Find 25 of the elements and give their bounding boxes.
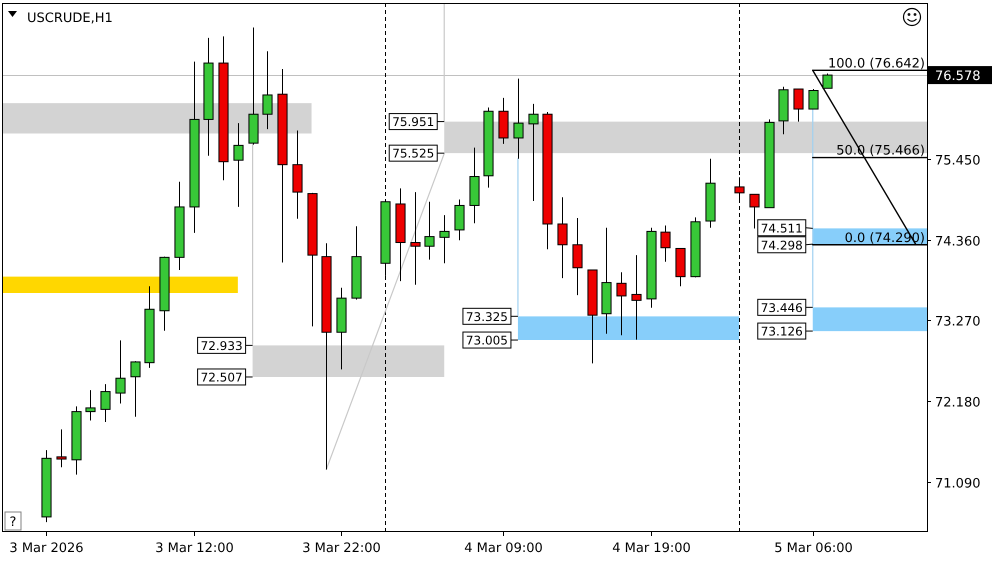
annotation: 73.446 [760,300,803,315]
annotation: ? [10,515,16,530]
annotation: 74.511 [760,221,803,236]
x-tick-label: 3 Mar 12:00 [155,541,234,556]
y-tick-label: 71.090 [935,476,980,492]
x-tick-label: 3 Mar 22:00 [302,541,381,556]
annotation: 73.325 [466,310,508,324]
y-tick-label: 75.450 [935,154,980,168]
annotation: 72.933 [200,338,243,353]
annotation: 100.0 (76.642) [828,56,925,72]
y-tick-label: 72.180 [935,396,980,410]
annotation: 74.298 [760,238,803,252]
text: USCRUDE,H1 [27,11,113,26]
y-tick-label: 74.360 [935,234,980,250]
x-tick-label: 3 Mar 2026 [9,541,84,556]
annotation: 72.507 [200,370,243,384]
x-tick-label: 5 Mar 06:00 [774,541,853,556]
annotation: 75.951 [392,115,434,130]
annotation: 73.005 [466,334,508,348]
x-tick-label: 4 Mar 19:00 [612,541,691,556]
x-tick-label: 4 Mar 09:00 [464,541,543,556]
y-tick-label: 73.270 [935,314,980,330]
ref-line-label: 76.578 [935,69,980,84]
annotation: 75.525 [392,146,434,161]
annotation: 73.126 [760,324,803,339]
